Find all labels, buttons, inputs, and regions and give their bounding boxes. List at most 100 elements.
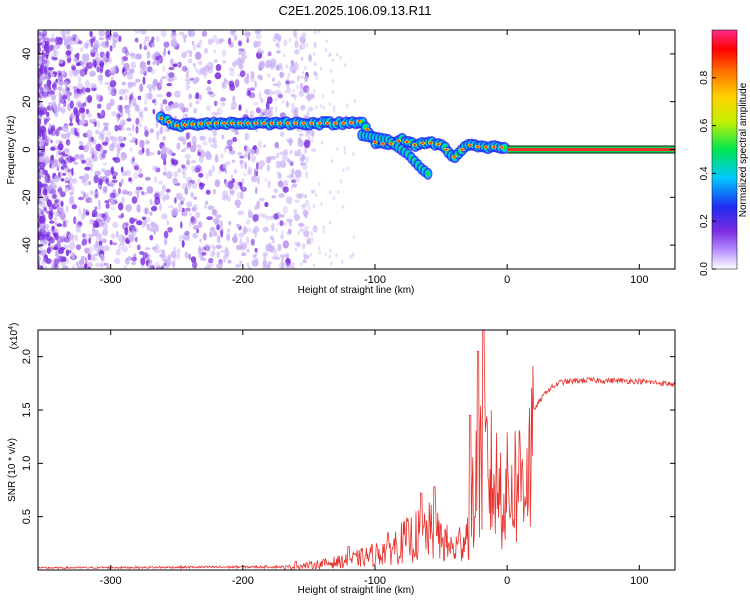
spectrogram-speckle — [38, 110, 44, 115]
spectrogram-speckle — [162, 259, 169, 263]
spectrogram-speckle — [170, 157, 175, 164]
spectrogram-speckle — [110, 66, 117, 72]
spectrogram-speckle — [296, 75, 300, 82]
spectrogram-speckle — [167, 226, 173, 233]
spectrogram-speckle — [132, 124, 135, 133]
spectrogram-speckle — [81, 112, 85, 121]
spectrogram-speckle — [216, 235, 221, 244]
spectrogram-speckle — [94, 194, 99, 199]
spectrogram-speckle — [295, 247, 298, 252]
spectrogram-speckle — [304, 200, 310, 207]
spectrogram-speckle — [88, 160, 93, 168]
spectrogram-speckle — [285, 196, 293, 205]
spectrogram-speckle — [97, 74, 104, 81]
spectrogram-speckle — [111, 242, 118, 246]
spectrogram-speckle — [53, 175, 60, 183]
spectrogram-speckle — [205, 86, 212, 92]
spectrogram-speckle — [162, 135, 166, 141]
spectrogram-speckle — [133, 172, 139, 180]
spectrogram-speckle — [208, 257, 214, 263]
spectrogram-speckle — [39, 229, 47, 237]
spectrogram-speckle — [135, 117, 140, 125]
spectrogram-speckle — [102, 149, 108, 154]
spectrogram-speckle — [77, 76, 82, 83]
spectrogram-speckle — [73, 127, 78, 136]
spectrogram-speckle — [207, 66, 213, 74]
ridge-core — [230, 122, 234, 125]
spectrogram-speckle — [201, 30, 208, 37]
spectrogram-speckle — [85, 211, 90, 216]
spectrogram-speckle — [133, 165, 140, 171]
spectrogram-speckle — [86, 43, 89, 48]
spectrogram-speckle — [184, 230, 190, 236]
ridge-core — [278, 122, 282, 125]
spectrogram-speckle — [170, 209, 176, 217]
spectrogram-speckle — [180, 136, 186, 141]
spectrogram-speckle — [38, 67, 43, 73]
spectrogram-speckle — [191, 165, 198, 173]
spectrogram-speckle — [256, 162, 259, 171]
spectrogram-speckle — [58, 99, 65, 104]
spectrogram-speckle — [223, 254, 227, 263]
spectrogram-speckle — [301, 37, 306, 44]
spectrogram-speckle — [211, 164, 215, 173]
spectrogram-speckle — [38, 256, 41, 262]
spectrogram-speckle — [135, 53, 142, 60]
spectrogram-speckle — [51, 188, 57, 195]
spectrogram-speckle — [181, 183, 189, 190]
spectrogram-speckle — [185, 50, 190, 54]
spectrogram-speckle — [269, 155, 273, 161]
spectrogram-speckle — [196, 165, 203, 173]
ridge-core — [444, 148, 448, 151]
spectrogram-speckle — [50, 146, 56, 151]
spectrogram-speckle — [68, 91, 73, 96]
spectrogram-speckle — [207, 205, 215, 210]
spectrogram-speckle — [43, 196, 48, 202]
spectrogram-speckle — [280, 131, 285, 138]
spectrogram-speckle — [172, 265, 176, 269]
spectrogram-speckle — [309, 93, 315, 99]
spectrogram-speckle — [166, 83, 173, 87]
ridge-core — [421, 142, 424, 145]
spectrogram-speckle — [81, 238, 88, 246]
spectrogram-speckle — [99, 146, 104, 153]
spectrogram-speckle — [65, 187, 72, 191]
spectrogram-speckle — [304, 194, 307, 199]
spectrogram-speckle — [209, 226, 216, 232]
spectrogram-speckle — [85, 129, 93, 139]
spectrogram-speckle — [234, 79, 240, 88]
spectrogram-speckle — [247, 169, 252, 176]
spectrogram-speckle — [212, 230, 218, 237]
spectrogram-speckle — [64, 177, 69, 182]
spectrogram-speckle — [50, 139, 53, 144]
spectrogram-speckle — [198, 172, 204, 178]
spectrogram-speckle — [38, 161, 42, 166]
spectrogram-noise — [38, 30, 357, 269]
spectrogram-speckle — [38, 42, 43, 46]
spectrogram-speckle — [96, 248, 100, 254]
spectrogram-speckle — [117, 105, 123, 111]
spectrogram-speckle — [97, 94, 103, 103]
spectrogram-speckle — [75, 224, 81, 233]
spectrogram-speckle — [282, 154, 288, 162]
spectrogram-speckle — [306, 87, 309, 92]
spectrogram-speckle — [79, 107, 86, 114]
spectrogram-speckle — [146, 186, 154, 194]
spectrogram-speckle — [112, 31, 118, 36]
spectrogram-speckle — [66, 94, 71, 102]
spectrogram-speckle — [257, 140, 262, 149]
spectrogram-speckle — [349, 255, 352, 259]
spectrogram-speckle — [152, 108, 156, 115]
spectrogram-speckle — [38, 45, 41, 54]
colorbar-gradient — [711, 29, 738, 270]
spectrogram-speckle — [44, 224, 50, 229]
ridge-core — [405, 140, 409, 143]
spectrogram-speckle — [39, 155, 46, 164]
spectrogram-speckle — [143, 207, 150, 215]
spectrogram-speckle — [237, 56, 243, 65]
snr-y-label: SNR (10 * v/v) — [7, 438, 18, 502]
spectrogram-speckle — [336, 147, 339, 152]
spectrogram-speckle — [269, 61, 275, 70]
spectrogram-speckle — [94, 253, 99, 257]
spectrogram-speckle — [299, 173, 302, 178]
